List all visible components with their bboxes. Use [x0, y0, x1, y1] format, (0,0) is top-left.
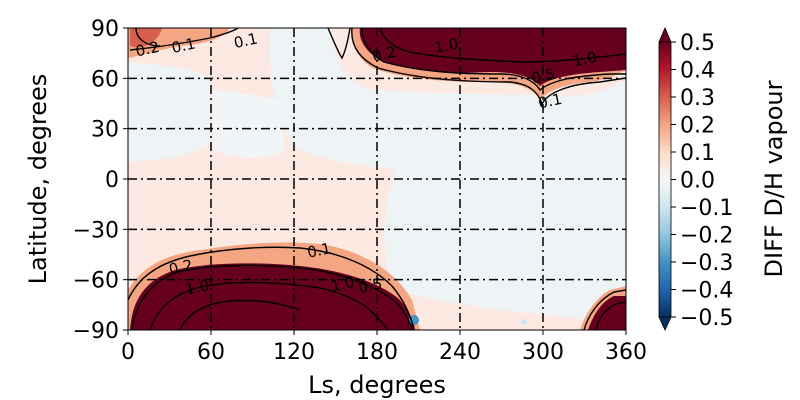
colorbar: 0.5 0.40.3 0.20.1 0.0−0.1 −0.2−0.3 −0.4−0.5 D… [658, 26, 788, 331]
contour-lines [128, 28, 626, 330]
x-axis: 0 60 120 180 240 300 360 [121, 330, 647, 365]
y-tick-label: 30 [91, 118, 119, 143]
contour-labels: 0.2 0.1 0.10.2 1.01.00.50.10.10.21.0 1.0 0.5 [134, 29, 598, 298]
x-tick-label: 60 [197, 340, 225, 365]
contour-northwest-2 [135, 28, 161, 47]
colorbar-bar [658, 41, 672, 318]
contour-label: 0.2 [167, 256, 194, 279]
colorbar-ticks: 0.5 0.40.3 0.20.1 0.0−0.1 −0.2−0.3 −0.4−0.5 [671, 31, 733, 331]
y-tick-label: −90 [73, 319, 119, 344]
contour-label: 0.5 [357, 274, 384, 297]
colorbar-extend-top [658, 26, 672, 43]
colorbar-tick-label: 0.4 [680, 59, 715, 84]
contour-south-deep [179, 299, 301, 330]
y-tick-label: 0 [105, 168, 119, 193]
contour-label: 0.5 [530, 65, 557, 88]
colorbar-tick-label: 0.1 [680, 141, 715, 166]
colorbar-tick-label: −0.3 [680, 251, 733, 276]
y-tick-label: 90 [91, 17, 119, 42]
x-tick-label: 0 [121, 340, 135, 365]
field-negative-region [128, 62, 212, 162]
colorbar-tick-label: −0.1 [680, 196, 733, 221]
contour-north [351, 28, 626, 106]
field-layer: 0.2 0.1 0.10.2 1.01.00.50.10.10.21.0 1.0 0.5 [128, 28, 626, 330]
contour-southeast [583, 289, 626, 330]
contour-label: 0.1 [170, 34, 197, 57]
contour-label: 0.2 [134, 38, 161, 61]
y-tick-label: −60 [73, 269, 119, 294]
colorbar-tick-label: −0.5 [680, 306, 733, 331]
colorbar-tick-label: 0.5 [680, 31, 715, 56]
field-north-max [359, 28, 626, 86]
contour-south-inner [131, 264, 413, 330]
contour-label: 0.1 [232, 29, 259, 52]
contour-north-inner [361, 28, 626, 92]
grid-lines [128, 28, 626, 330]
field-negative-region-3 [213, 90, 285, 158]
contour-label: 1.0 [184, 276, 211, 299]
x-axis-label: Ls, degrees [308, 371, 446, 399]
contour-northwest [129, 28, 239, 51]
field-negative-region-2 [269, 28, 626, 330]
x-tick-label: 180 [356, 340, 398, 365]
contour-label: 1.0 [433, 34, 460, 57]
contour-north-core [379, 28, 626, 63]
y-tick-label: 60 [91, 67, 119, 92]
y-axis: −90 −60 −30 0 30 60 90 [73, 17, 128, 344]
contour-label: 1.0 [329, 273, 356, 296]
contour-north-spike [327, 28, 351, 60]
colorbar-tick-label: 0.3 [680, 86, 715, 111]
contour-label: 0.1 [537, 90, 564, 113]
contour-south [128, 246, 415, 330]
colorbar-label: DIFF D/H vapour [760, 80, 788, 277]
colorbar-extend-bottom [658, 316, 672, 331]
colorbar-tick-label: 0.0 [680, 169, 715, 194]
colorbar-tick-label: 0.2 [680, 114, 715, 139]
colorbar-tick-label: −0.4 [680, 279, 733, 304]
y-tick-label: −30 [73, 218, 119, 243]
y-axis-label: Latitude, degrees [24, 74, 52, 285]
x-tick-label: 120 [273, 340, 315, 365]
contour-label: 0.1 [306, 239, 333, 262]
field-northwest-max [130, 28, 162, 48]
contour-label: 0.2 [371, 43, 398, 66]
colorbar-tick-label: −0.2 [680, 224, 733, 249]
contour-southeast-inner [595, 301, 626, 330]
field-negative-spot-2 [521, 319, 527, 325]
x-tick-label: 300 [522, 340, 564, 365]
x-tick-label: 240 [439, 340, 481, 365]
contour-label: 1.0 [571, 48, 598, 71]
x-tick-label: 360 [605, 340, 647, 365]
